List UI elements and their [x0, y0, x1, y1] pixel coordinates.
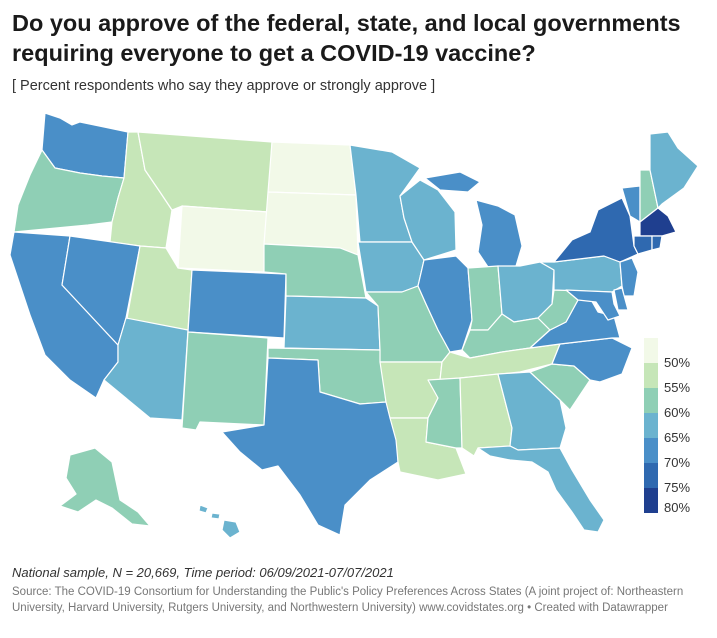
legend-swatch-50: [644, 338, 658, 363]
state-ks[interactable]: [283, 295, 381, 351]
source-credit: Source: The COVID-19 Consortium for Unde…: [12, 586, 684, 614]
legend-swatch-60: [644, 388, 658, 413]
state-fl[interactable]: [477, 445, 605, 533]
state-ia[interactable]: [357, 241, 425, 293]
state-nc[interactable]: [551, 337, 633, 383]
state-ct[interactable]: [633, 235, 653, 255]
state-wy[interactable]: [177, 205, 269, 273]
state-hi[interactable]: [198, 504, 241, 539]
state-nj[interactable]: [619, 257, 639, 297]
state-nd[interactable]: [267, 141, 357, 196]
legend-label-75: 75%: [664, 480, 691, 495]
chart-subtitle: [ Percent respondents who say they appro…: [12, 78, 436, 94]
sample-note: National sample, N = 20,669, Time period…: [12, 565, 394, 580]
state-tx[interactable]: [221, 357, 399, 536]
legend-label-65: 65%: [664, 430, 691, 445]
state-de[interactable]: [613, 287, 629, 311]
legend-swatch-65: [644, 413, 658, 438]
legend-label-70: 70%: [664, 455, 691, 470]
state-il[interactable]: [417, 255, 473, 353]
legend-swatch-55: [644, 363, 658, 388]
legend-label-80: 80%: [664, 500, 691, 515]
legend-label-50: 50%: [664, 355, 691, 370]
state-md[interactable]: [565, 289, 621, 321]
legend-label-60: 60%: [664, 405, 691, 420]
legend-swatch-70: [644, 438, 658, 463]
state-nm[interactable]: [181, 331, 269, 431]
state-ri[interactable]: [651, 235, 663, 251]
state-me[interactable]: [649, 131, 699, 209]
state-ak[interactable]: [59, 447, 151, 527]
state-co[interactable]: [187, 269, 287, 339]
state-wi[interactable]: [399, 179, 457, 261]
chart-title: Do you approve of the federal, state, an…: [12, 10, 681, 66]
legend-label-55: 55%: [664, 380, 691, 395]
state-ny[interactable]: [553, 197, 639, 263]
us-choropleth-map: [9, 112, 699, 539]
legend-swatch-75: [644, 463, 658, 488]
legend-swatch-80: [644, 488, 658, 513]
